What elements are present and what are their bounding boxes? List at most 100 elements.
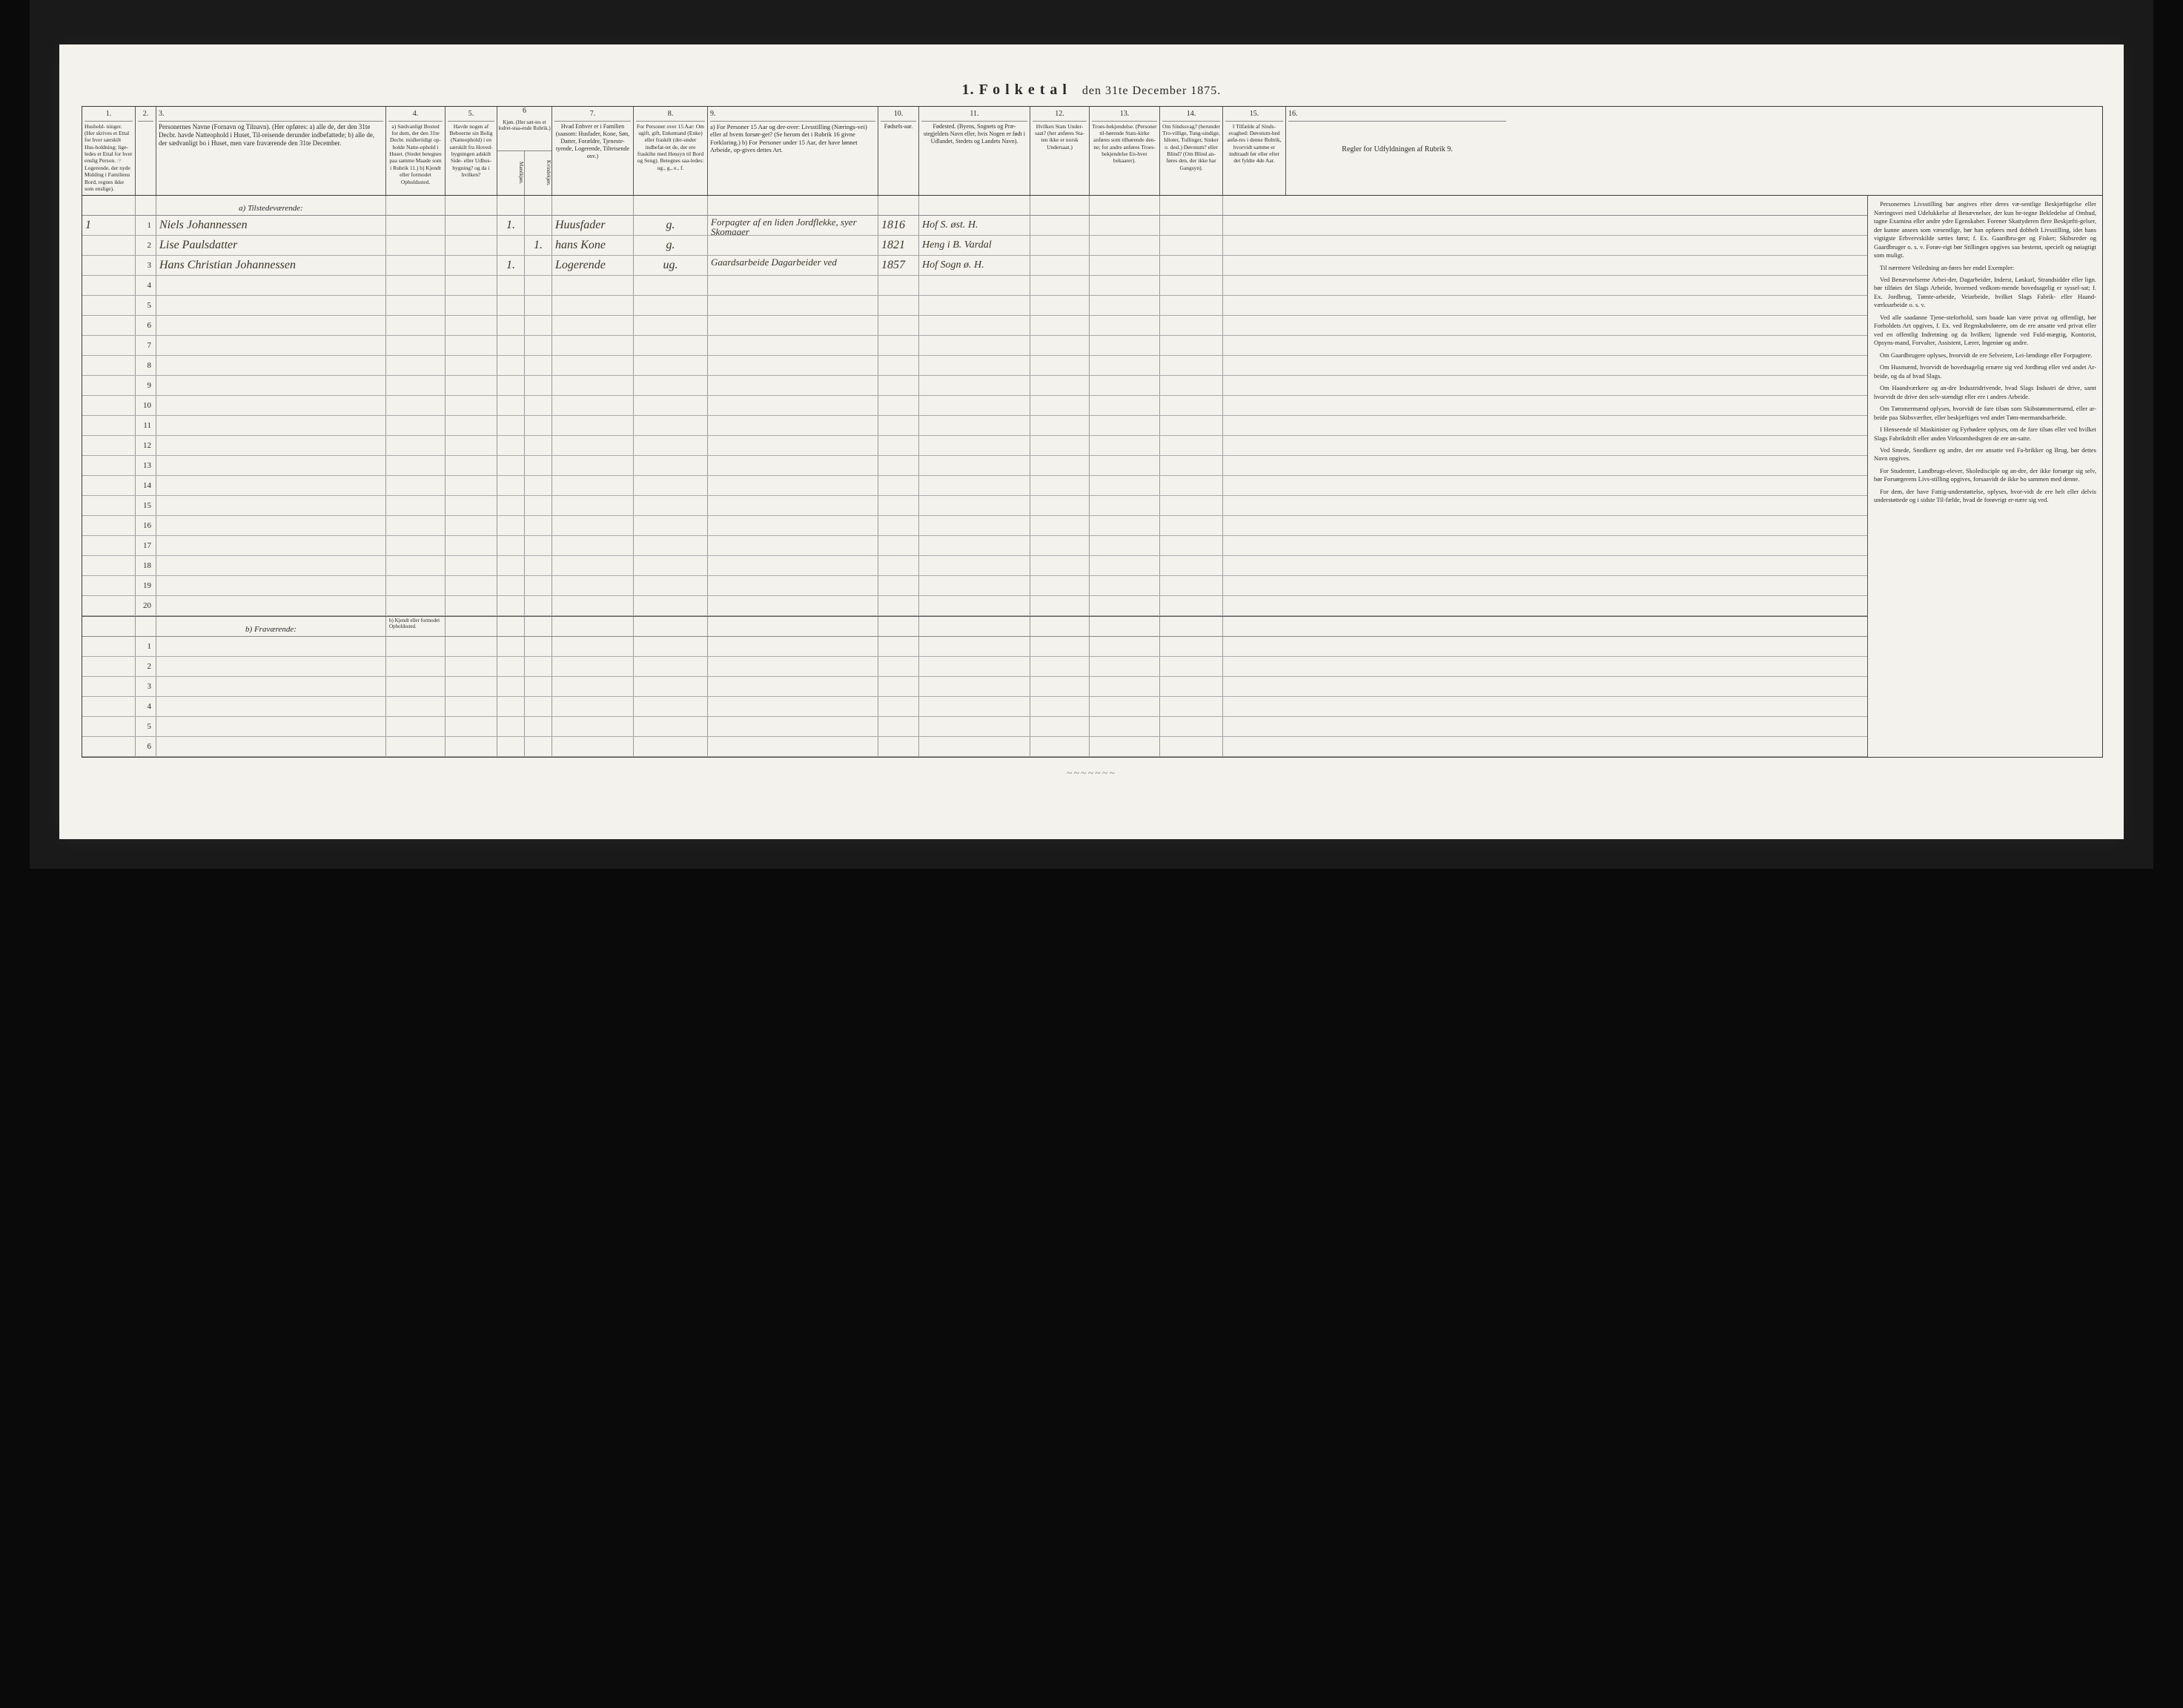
cell-sex-f: [525, 456, 552, 475]
section-a-header: a) Tilstedeværende:: [82, 196, 1867, 216]
cell-disability-age: [1223, 276, 1286, 295]
cell-birthplace: Hof S. øst. H.: [919, 216, 1030, 235]
cell-disability: [1160, 536, 1223, 555]
cell-civil: ug.: [634, 256, 708, 275]
cell-relation: [552, 536, 634, 555]
cell-birthyear: [878, 576, 919, 595]
cell-occupation: [708, 516, 878, 535]
cell-outbuilding: [445, 356, 497, 375]
cell-religion: [1090, 556, 1160, 575]
cell-birthyear: [878, 296, 919, 315]
cell-nationality: [1030, 536, 1090, 555]
cell-name: [156, 396, 386, 415]
cell-name: [156, 596, 386, 615]
cell-name: [156, 637, 386, 656]
cell-residence: [386, 276, 445, 295]
cell-residence: [386, 216, 445, 235]
cell-religion: [1090, 596, 1160, 615]
cell-occupation: [708, 336, 878, 355]
cell-religion: [1090, 416, 1160, 435]
cell-relation: Logerende: [552, 256, 634, 275]
cell-residence: [386, 737, 445, 756]
cell-sex-m: [497, 596, 525, 615]
cell-birthplace: [919, 316, 1030, 335]
cell-rownum: 6: [136, 737, 156, 756]
cell-outbuilding: [445, 236, 497, 255]
cell-occupation: [708, 436, 878, 455]
table-row: 5: [82, 296, 1867, 316]
cell-rownum: 18: [136, 556, 156, 575]
cell-residence: [386, 256, 445, 275]
cell-sex-f: [525, 216, 552, 235]
cell-residence: [386, 456, 445, 475]
cell-disability: [1160, 476, 1223, 495]
cell-household: 1: [82, 216, 136, 235]
cell-relation: [552, 697, 634, 716]
cell-religion: [1090, 476, 1160, 495]
cell-birthplace: [919, 396, 1030, 415]
cell-outbuilding: [445, 717, 497, 736]
cell-relation: hans Kone: [552, 236, 634, 255]
cell-occupation: [708, 717, 878, 736]
cell-religion: [1090, 677, 1160, 696]
cell-rownum: 5: [136, 296, 156, 315]
cell-disability-age: [1223, 396, 1286, 415]
cell-household: [82, 637, 136, 656]
table-row: 5: [82, 717, 1867, 737]
cell-rownum: 1: [136, 637, 156, 656]
cell-household: [82, 256, 136, 275]
cell-household: [82, 717, 136, 736]
cell-sex-m: [497, 376, 525, 395]
cell-sex-f: [525, 637, 552, 656]
cell-birthyear: [878, 677, 919, 696]
cell-occupation: [708, 296, 878, 315]
cell-disability: [1160, 556, 1223, 575]
census-page: 1. F o l k e t a l den 31te December 187…: [59, 44, 2124, 839]
cell-outbuilding: [445, 637, 497, 656]
cell-sex-m: [497, 657, 525, 676]
table-row: 17: [82, 536, 1867, 556]
cell-nationality: [1030, 476, 1090, 495]
cell-civil: [634, 376, 708, 395]
cell-name: Hans Christian Johannessen: [156, 256, 386, 275]
cell-name: Lise Paulsdatter: [156, 236, 386, 255]
cell-name: [156, 496, 386, 515]
cell-sex-f: [525, 416, 552, 435]
cell-civil: [634, 316, 708, 335]
cell-civil: [634, 276, 708, 295]
cell-rownum: 3: [136, 677, 156, 696]
cell-relation: [552, 336, 634, 355]
table-row: 7: [82, 336, 1867, 356]
title-date: den 31te December 1875.: [1082, 85, 1221, 97]
cell-sex-m: [497, 336, 525, 355]
cell-disability-age: [1223, 256, 1286, 275]
cell-nationality: [1030, 216, 1090, 235]
cell-household: [82, 376, 136, 395]
cell-sex-f: [525, 717, 552, 736]
col-4-header: 4. a) Sædvanligt Bosted for dem, der den…: [386, 107, 445, 195]
cell-residence: [386, 496, 445, 515]
cell-sex-f: [525, 396, 552, 415]
table-row: 9: [82, 376, 1867, 396]
cell-relation: [552, 356, 634, 375]
cell-religion: [1090, 516, 1160, 535]
cell-occupation: [708, 236, 878, 255]
cell-nationality: [1030, 256, 1090, 275]
cell-household: [82, 657, 136, 676]
col-3-header: 3. Personernes Navne (Fornavn og Tilnavn…: [156, 107, 386, 195]
cell-religion: [1090, 536, 1160, 555]
rules-paragraph: For dem, der have Fattig-understøttelse,…: [1874, 488, 2096, 505]
cell-name: [156, 376, 386, 395]
col-6a-male: Mandkjøn.: [497, 151, 524, 195]
cell-occupation: [708, 276, 878, 295]
cell-religion: [1090, 396, 1160, 415]
cell-household: [82, 536, 136, 555]
cell-rownum: 14: [136, 476, 156, 495]
cell-disability-age: [1223, 697, 1286, 716]
cell-residence: [386, 316, 445, 335]
cell-residence: [386, 697, 445, 716]
cell-birthyear: [878, 596, 919, 615]
cell-birthplace: [919, 436, 1030, 455]
cell-relation: [552, 296, 634, 315]
cell-relation: [552, 436, 634, 455]
